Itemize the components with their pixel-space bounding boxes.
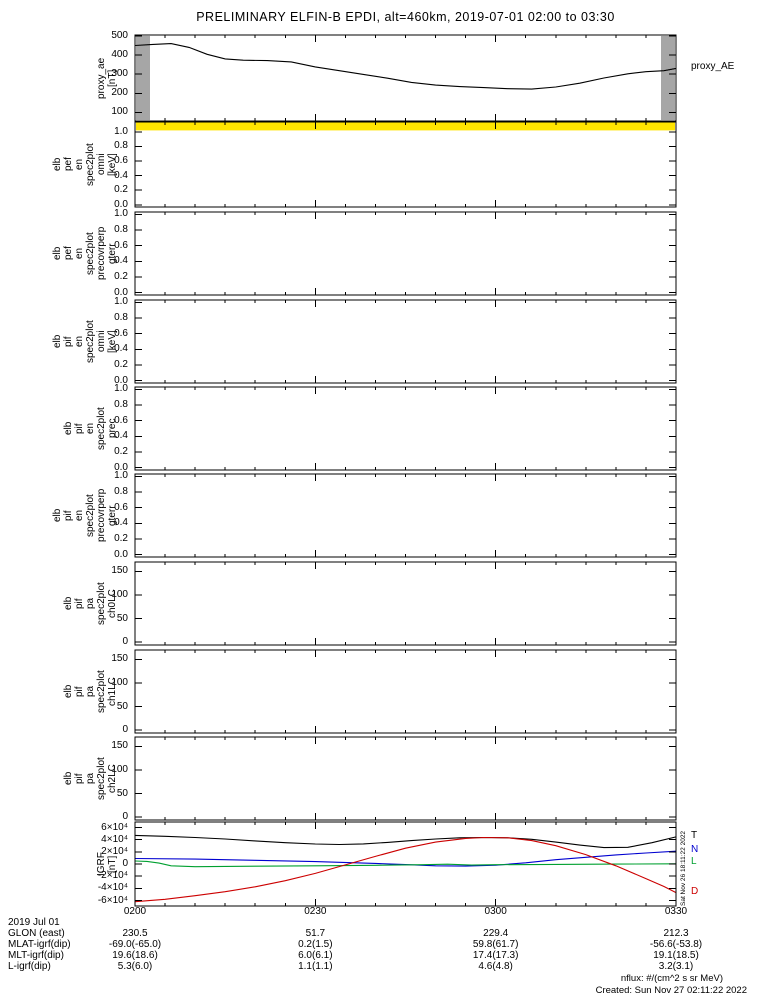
series-D [134, 836, 677, 903]
series-N [134, 850, 677, 867]
panel-frame-elb_pif_pa_spec2plot_ch1LC [134, 649, 677, 734]
series-L [134, 860, 677, 868]
panel-frame-elb_pef_en_spec2plot_omni [134, 121, 677, 208]
panel-frame-elb_pef_en_spec2plot_precovrperp_gterr [134, 211, 677, 296]
series-T [134, 834, 677, 849]
panel-frame-elb_pif_pa_spec2plot_ch0LC [134, 561, 677, 646]
side-plot-timestamp: Sat Nov 26 18:11:22 2022 [680, 830, 687, 906]
series-proxy_AE [134, 43, 677, 90]
panel-frame-elb_pif_en_spec2plot_omni [134, 299, 677, 384]
spectrogram-band [136, 122, 675, 131]
panel-frame-elb_pif_en_spec2plot_prec [134, 386, 677, 471]
created-timestamp: Created: Sun Nov 27 02:11:22 2022 [595, 985, 747, 996]
plot-title: PRELIMINARY ELFIN-B EPDI, alt=460km, 201… [196, 10, 615, 24]
x-axis-date-label: 2019 Jul 01 [8, 917, 60, 928]
panel-frame-proxy_ae [134, 34, 677, 122]
panel-frame-elb_pif_en_spec2plot_precovrperp_gterr [134, 473, 677, 558]
nflux-units-note: nflux: #/(cm^2 s sr MeV) [620, 973, 723, 984]
panel-frame-elb_pif_pa_spec2plot_ch2LC [134, 736, 677, 821]
